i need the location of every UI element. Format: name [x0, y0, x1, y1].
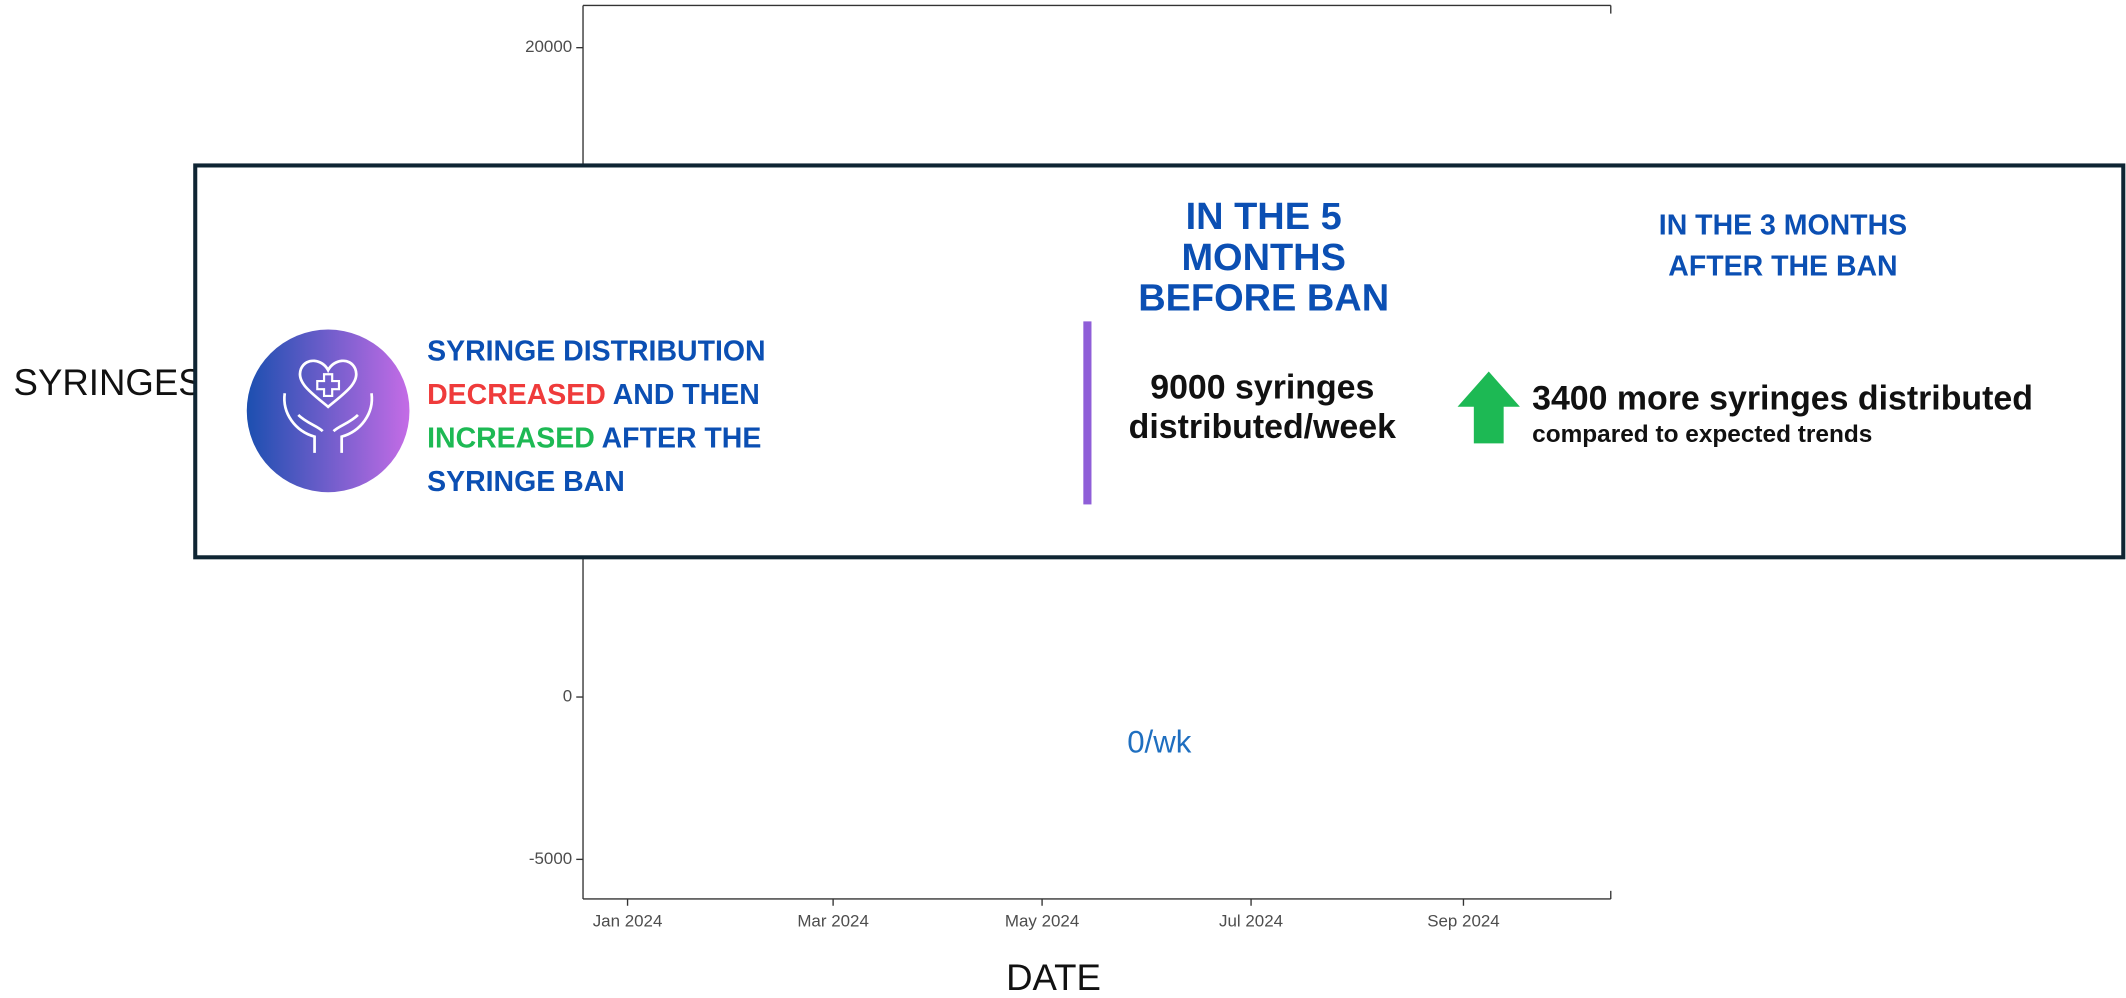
x-tick-label: May 2024 — [1005, 911, 1079, 930]
headline-line: INCREASED AFTER THE — [427, 422, 761, 454]
after-note: compared to expected trends — [1532, 421, 1872, 448]
headline-text: SYRINGE DISTRIBUTION — [427, 336, 765, 368]
before-stat: 9000 syringes distributed/week — [1129, 369, 1396, 446]
x-tick-label: Mar 2024 — [797, 911, 869, 930]
x-tick-label: Jul 2024 — [1219, 911, 1283, 930]
after-title-line: AFTER THE BAN — [1668, 250, 1897, 282]
y-tick-label: -5000 — [529, 849, 572, 868]
headline-text: AND THEN — [606, 379, 760, 411]
after-stat: 3400 more syringes distributed — [1532, 380, 2033, 418]
x-tick-label: Jan 2024 — [593, 911, 663, 930]
icon-circle — [246, 329, 410, 493]
after-title: IN THE 3 MONTHS AFTER THE BAN — [1659, 210, 1907, 283]
headline-text: INCREASED — [427, 422, 595, 454]
before-stat-line: distributed/week — [1129, 408, 1396, 446]
annotation: 0/wk — [1127, 725, 1192, 760]
up-arrow — [1457, 371, 1520, 444]
x-axis-label: DATE — [1006, 957, 1101, 998]
divider — [1083, 321, 1092, 505]
before-stat-line: 9000 syringes — [1150, 369, 1374, 407]
y-axis-label: SYRINGES — [14, 362, 203, 403]
icon-cross — [316, 373, 341, 398]
y-tick-label: 0 — [563, 686, 572, 705]
chart: SYRINGES DATE 0/wk -5000 0 20000 Jan 2024 Ma… — [14, 4, 1612, 998]
card-frame — [193, 163, 2126, 560]
after-title-line: IN THE 3 MONTHS — [1659, 210, 1907, 242]
headline-line: DECREASED AND THEN — [427, 379, 760, 411]
before-title-line: BEFORE BAN — [1138, 278, 1389, 320]
icon — [246, 329, 410, 493]
summary-card: SYRINGE DISTRIBUTION DECREASED AND THEN … — [193, 163, 2126, 560]
before-title-line: MONTHS — [1181, 237, 1345, 279]
x-tick-label: Sep 2024 — [1427, 911, 1500, 930]
before-title-line: IN THE 5 — [1186, 196, 1342, 238]
headline-text: AFTER THE — [595, 422, 762, 454]
icon-heart — [298, 359, 358, 409]
headline-line: SYRINGE DISTRIBUTION — [427, 336, 765, 368]
headline-line: SYRINGE BAN — [427, 466, 625, 498]
headline-text: DECREASED — [427, 379, 606, 411]
headline: SYRINGE DISTRIBUTION DECREASED AND THEN … — [427, 336, 765, 498]
headline-text: SYRINGE BAN — [427, 466, 625, 498]
icon-hands — [283, 393, 374, 453]
before-title: IN THE 5 MONTHS BEFORE BAN — [1138, 196, 1389, 319]
y-tick-label: 20000 — [525, 37, 572, 56]
